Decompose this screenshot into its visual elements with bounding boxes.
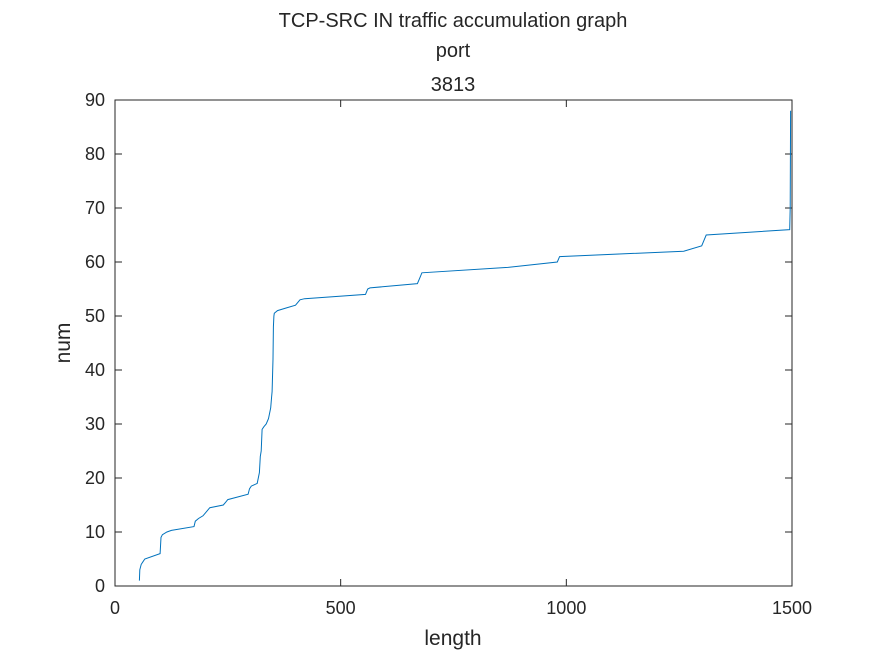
plot-area xyxy=(114,99,793,587)
x-tick-label: 0 xyxy=(110,598,120,618)
y-tick-label: 80 xyxy=(85,144,105,164)
x-axis-ticks: 0 500 1000 1500 xyxy=(110,100,812,618)
y-tick-label: 30 xyxy=(85,414,105,434)
y-tick-label: 70 xyxy=(85,198,105,218)
y-tick-label: 0 xyxy=(95,576,105,596)
x-tick-label: 1500 xyxy=(772,598,812,618)
y-tick-label: 60 xyxy=(85,252,105,272)
y-tick-label: 40 xyxy=(85,360,105,380)
y-axis-ticks: 0 10 20 30 40 50 60 70 80 90 xyxy=(85,90,792,596)
x-axis-label: length xyxy=(424,627,481,650)
y-tick-label: 50 xyxy=(85,306,105,326)
chart-title-line-3: 3813 xyxy=(431,74,476,96)
y-tick-label: 90 xyxy=(85,90,105,110)
y-tick-label: 10 xyxy=(85,522,105,542)
chart-title: TCP-SRC IN traffic accumulation graph po… xyxy=(279,10,628,96)
x-tick-label: 1000 xyxy=(546,598,586,618)
x-tick-label: 500 xyxy=(326,598,356,618)
series-line xyxy=(138,110,792,581)
y-axis-label: num xyxy=(52,323,75,364)
y-tick-label: 20 xyxy=(85,468,105,488)
chart-title-line-1: TCP-SRC IN traffic accumulation graph xyxy=(279,10,628,32)
chart-title-line-2: port xyxy=(436,40,471,62)
